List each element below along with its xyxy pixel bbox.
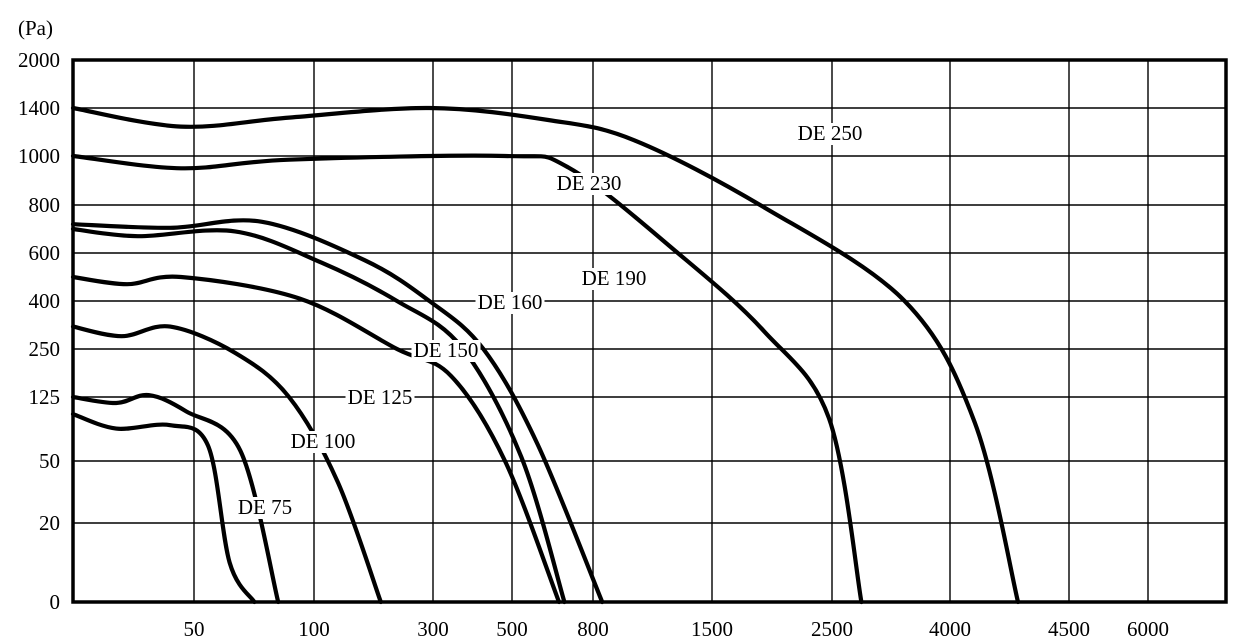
x-tick-label: 4500	[1048, 617, 1090, 639]
y-tick-label: 2000	[18, 48, 60, 72]
curve-label: DE 250	[798, 121, 863, 145]
curve-label: DE 230	[557, 171, 622, 195]
curve-de-230	[70, 153, 864, 605]
y-axis-ticks: 0 20 50 125 250 400 600 800 1000 1400 2000	[18, 48, 60, 614]
curve-label: DE 160	[478, 290, 543, 314]
curve-de-190	[70, 218, 605, 605]
x-tick-label: 6000	[1127, 617, 1169, 639]
x-tick-label: 800	[577, 617, 609, 639]
curve-de-150	[70, 274, 562, 605]
x-tick-label: 500	[496, 617, 528, 639]
curve-label: DE 100	[291, 429, 356, 453]
curve-de-125	[70, 324, 383, 605]
x-tick-label: 100	[298, 617, 330, 639]
y-tick-label: 20	[39, 511, 60, 535]
curve-de-75	[70, 412, 257, 605]
grid-lines	[73, 59, 1226, 603]
curve-label-bg	[475, 292, 545, 314]
curve-label-bg	[411, 340, 481, 362]
curve-de-250	[70, 105, 1021, 605]
curve-label-bg	[235, 497, 295, 519]
y-axis-unit: (Pa)	[18, 16, 53, 40]
y-tick-label: 400	[29, 289, 61, 313]
y-tick-label: 800	[29, 193, 61, 217]
curve-de-160	[70, 226, 567, 605]
curve-label: DE 75	[238, 495, 292, 519]
y-tick-label: 50	[39, 449, 60, 473]
x-axis-ticks: 50 100 300 500 800 1500 2500 4000 4500 6000	[184, 617, 1170, 639]
performance-curves	[70, 105, 1021, 605]
y-tick-label: 250	[29, 337, 61, 361]
y-tick-label: 1000	[18, 144, 60, 168]
curve-label: DE 150	[414, 338, 479, 362]
x-tick-label: 2500	[811, 617, 853, 639]
curve-label-bg	[288, 431, 358, 453]
x-tick-label: 50	[184, 617, 205, 639]
y-tick-label: 600	[29, 241, 61, 265]
y-tick-label: 1400	[18, 96, 60, 120]
curve-label: DE 190	[582, 266, 647, 290]
curve-label-bg	[579, 268, 649, 290]
x-tick-label: 1500	[691, 617, 733, 639]
y-tick-label: 0	[50, 590, 61, 614]
y-tick-label: 125	[29, 385, 61, 409]
x-tick-label: 4000	[929, 617, 971, 639]
curve-label-bg	[795, 123, 865, 145]
curve-label-bg	[345, 387, 415, 409]
x-tick-label: 300	[417, 617, 449, 639]
curve-label: DE 125	[348, 385, 413, 409]
plot-frame	[71, 58, 1228, 604]
curve-label-bg	[554, 173, 624, 195]
